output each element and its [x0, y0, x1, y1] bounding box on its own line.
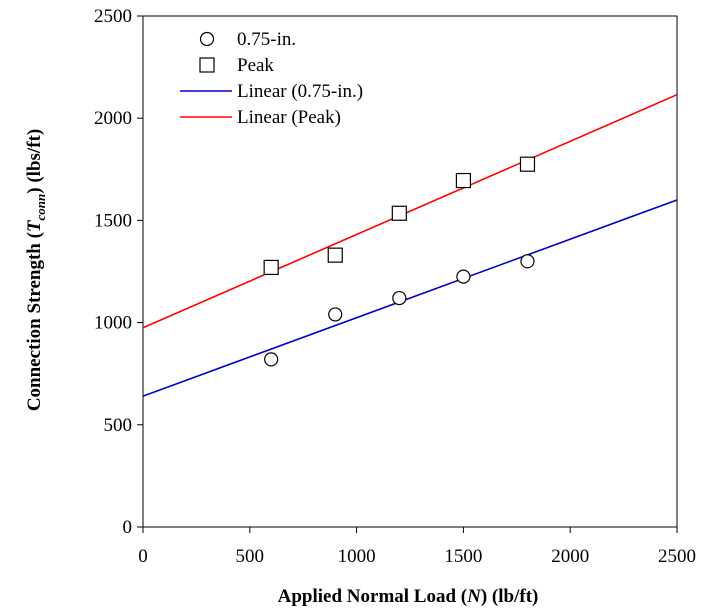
data-point-square [391, 205, 407, 221]
x-tick-label: 2000 [551, 546, 589, 567]
data-point-circle [456, 269, 471, 284]
data-point-square [263, 259, 279, 276]
y-tick-label: 2500 [94, 6, 132, 27]
x-tick-label: 2500 [658, 546, 696, 567]
legend-label: 0.75-in. [237, 29, 296, 50]
data-point-square [519, 156, 536, 172]
legend-entry: Linear (Peak) [180, 107, 341, 128]
data-markers [263, 156, 536, 367]
y-tick-label: 500 [104, 415, 133, 436]
data-point-square [327, 247, 343, 263]
trendlines [142, 93, 678, 397]
legend-entry: Peak [199, 55, 274, 76]
legend-entry: 0.75-in. [199, 29, 296, 50]
trendline [142, 93, 678, 329]
legend: 0.75-in. Peak Linear (0.75-in.) Linear (Pea… [180, 29, 363, 128]
data-point-circle [392, 290, 407, 306]
legend-label: Linear (0.75-in.) [237, 81, 363, 102]
data-point-circle [328, 307, 343, 322]
trendline [142, 199, 678, 397]
data-point-circle [264, 352, 279, 367]
x-axis-title: Applied Normal Load (N) (lb/ft) [278, 586, 539, 607]
y-tick-label: 1000 [94, 313, 132, 334]
legend-label: Peak [237, 55, 274, 76]
x-tick-label: 1000 [338, 546, 376, 567]
legend-circle-marker [199, 31, 215, 47]
y-tick-label: 2000 [94, 108, 132, 129]
plot-area [142, 15, 678, 528]
y-tick-label: 1500 [94, 210, 132, 231]
legend-label: Linear (Peak) [237, 107, 341, 128]
y-tick-label: 0 [123, 517, 133, 538]
x-tick-label: 0 [138, 546, 148, 567]
legend-square-marker [199, 57, 215, 73]
y-axis-title: Connection Strength (Tconn) (lbs/ft) [24, 129, 48, 411]
data-point-circle [520, 254, 535, 269]
plot-border [142, 15, 678, 528]
x-tick-label: 500 [236, 546, 265, 567]
data-point-square [455, 172, 471, 189]
legend-entry: Linear (0.75-in.) [180, 81, 363, 102]
axis-ticks: 0 500 1000 1500 2000 2500 0 500 1000 1500 2000 2500 [94, 6, 696, 567]
x-tick-label: 1500 [444, 546, 482, 567]
